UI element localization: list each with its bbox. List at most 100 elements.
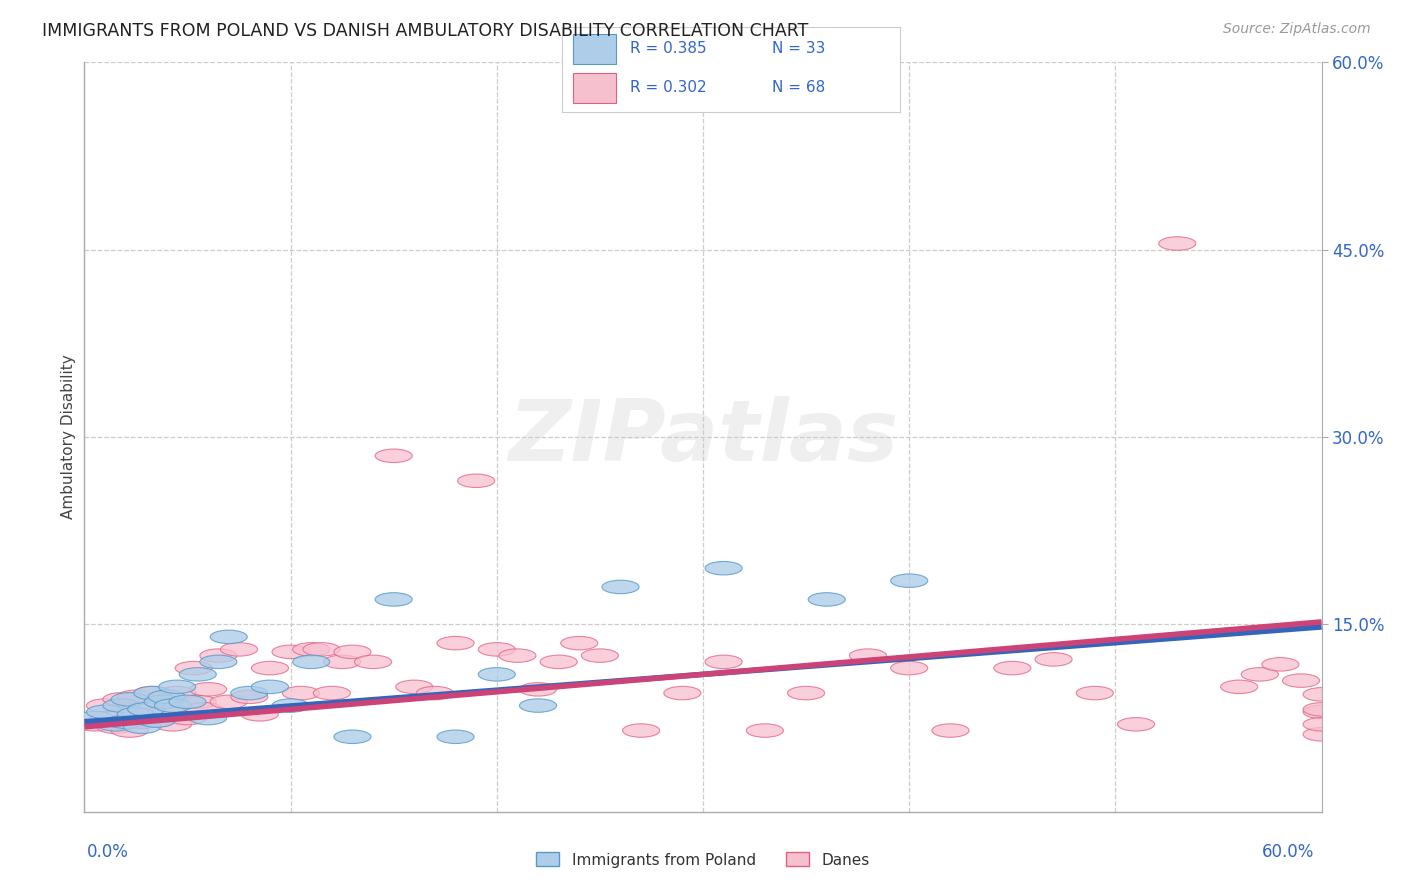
Ellipse shape — [292, 642, 330, 657]
Ellipse shape — [581, 648, 619, 663]
Ellipse shape — [1303, 703, 1340, 716]
Ellipse shape — [169, 695, 207, 708]
Ellipse shape — [209, 630, 247, 644]
Ellipse shape — [97, 717, 134, 731]
Ellipse shape — [333, 645, 371, 658]
Ellipse shape — [117, 690, 155, 704]
Ellipse shape — [333, 730, 371, 744]
Ellipse shape — [1303, 705, 1340, 719]
Ellipse shape — [190, 682, 226, 696]
Ellipse shape — [134, 686, 172, 700]
Ellipse shape — [145, 695, 181, 708]
Text: IMMIGRANTS FROM POLAND VS DANISH AMBULATORY DISABILITY CORRELATION CHART: IMMIGRANTS FROM POLAND VS DANISH AMBULAT… — [42, 22, 808, 40]
Ellipse shape — [103, 698, 141, 713]
Ellipse shape — [994, 661, 1031, 675]
Ellipse shape — [159, 686, 195, 700]
Ellipse shape — [111, 692, 148, 706]
Ellipse shape — [664, 686, 702, 700]
Y-axis label: Ambulatory Disability: Ambulatory Disability — [60, 355, 76, 519]
Ellipse shape — [190, 711, 226, 725]
Ellipse shape — [457, 474, 495, 488]
Ellipse shape — [86, 698, 124, 713]
Ellipse shape — [128, 703, 165, 716]
Ellipse shape — [478, 667, 516, 681]
Ellipse shape — [138, 714, 176, 727]
Ellipse shape — [103, 692, 141, 706]
FancyBboxPatch shape — [572, 34, 616, 64]
Ellipse shape — [107, 707, 145, 721]
Text: N = 33: N = 33 — [772, 41, 825, 56]
Ellipse shape — [1241, 667, 1278, 681]
Ellipse shape — [499, 648, 536, 663]
Ellipse shape — [209, 695, 247, 708]
Ellipse shape — [849, 648, 887, 663]
Ellipse shape — [808, 592, 845, 607]
Ellipse shape — [623, 723, 659, 738]
Ellipse shape — [395, 680, 433, 694]
Ellipse shape — [323, 655, 361, 669]
Ellipse shape — [176, 661, 212, 675]
Ellipse shape — [111, 723, 148, 738]
Text: 60.0%: 60.0% — [1263, 843, 1315, 861]
Ellipse shape — [271, 698, 309, 713]
Ellipse shape — [179, 695, 217, 708]
Ellipse shape — [128, 703, 165, 716]
Ellipse shape — [1303, 728, 1340, 741]
Ellipse shape — [519, 682, 557, 696]
Ellipse shape — [138, 714, 176, 727]
Ellipse shape — [155, 717, 191, 731]
Ellipse shape — [90, 711, 128, 725]
Text: ZIPatlas: ZIPatlas — [508, 395, 898, 479]
Ellipse shape — [1159, 236, 1197, 251]
Ellipse shape — [1076, 686, 1114, 700]
Ellipse shape — [97, 720, 134, 733]
Ellipse shape — [416, 686, 454, 700]
Ellipse shape — [375, 449, 412, 463]
Ellipse shape — [704, 561, 742, 575]
Ellipse shape — [1303, 717, 1340, 731]
Ellipse shape — [145, 695, 181, 708]
Text: 0.0%: 0.0% — [87, 843, 129, 861]
Ellipse shape — [169, 711, 207, 725]
Ellipse shape — [890, 661, 928, 675]
Ellipse shape — [540, 655, 578, 669]
Text: R = 0.302: R = 0.302 — [630, 80, 706, 95]
Ellipse shape — [932, 723, 969, 738]
Ellipse shape — [76, 717, 114, 731]
Ellipse shape — [231, 690, 269, 704]
Ellipse shape — [602, 580, 640, 594]
Ellipse shape — [704, 655, 742, 669]
Ellipse shape — [437, 636, 474, 650]
Ellipse shape — [1303, 688, 1340, 701]
Ellipse shape — [437, 730, 474, 744]
Ellipse shape — [1261, 657, 1299, 671]
Ellipse shape — [148, 690, 186, 704]
Ellipse shape — [302, 642, 340, 657]
Ellipse shape — [271, 645, 309, 658]
Ellipse shape — [124, 720, 160, 733]
Ellipse shape — [1035, 653, 1073, 666]
Ellipse shape — [314, 686, 350, 700]
Text: N = 68: N = 68 — [772, 80, 825, 95]
Text: Source: ZipAtlas.com: Source: ZipAtlas.com — [1223, 22, 1371, 37]
Text: R = 0.385: R = 0.385 — [630, 41, 706, 56]
Ellipse shape — [283, 686, 319, 700]
Ellipse shape — [1282, 673, 1320, 688]
Legend: Immigrants from Poland, Danes: Immigrants from Poland, Danes — [530, 847, 876, 873]
Ellipse shape — [519, 698, 557, 713]
Ellipse shape — [159, 680, 195, 694]
Ellipse shape — [787, 686, 825, 700]
Ellipse shape — [200, 648, 238, 663]
Ellipse shape — [200, 655, 238, 669]
Ellipse shape — [252, 661, 288, 675]
Ellipse shape — [155, 698, 191, 713]
Ellipse shape — [292, 655, 330, 669]
Ellipse shape — [375, 592, 412, 607]
Ellipse shape — [1118, 717, 1154, 731]
Ellipse shape — [148, 705, 186, 719]
Ellipse shape — [86, 705, 124, 719]
Ellipse shape — [240, 707, 278, 721]
FancyBboxPatch shape — [572, 72, 616, 103]
Ellipse shape — [747, 723, 783, 738]
Ellipse shape — [221, 642, 257, 657]
